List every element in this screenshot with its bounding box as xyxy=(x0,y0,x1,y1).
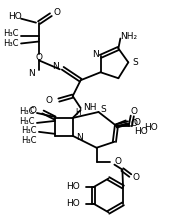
Text: HO: HO xyxy=(66,199,80,208)
Text: O: O xyxy=(30,105,37,115)
Text: O: O xyxy=(46,96,53,105)
Text: N: N xyxy=(28,69,35,78)
Text: O: O xyxy=(133,118,140,127)
Text: O: O xyxy=(35,53,42,62)
Text: HO: HO xyxy=(134,127,148,136)
Text: O: O xyxy=(53,8,60,17)
Text: O: O xyxy=(133,173,140,182)
Text: H₃C: H₃C xyxy=(22,136,37,145)
Text: S: S xyxy=(100,105,106,113)
Text: H₃C: H₃C xyxy=(4,39,19,48)
Text: O: O xyxy=(114,157,121,166)
Text: O: O xyxy=(131,107,138,117)
Text: N: N xyxy=(76,133,82,142)
Text: NH₂: NH₂ xyxy=(120,32,137,41)
Text: NH: NH xyxy=(83,103,96,111)
Text: N: N xyxy=(92,50,99,59)
Text: HO: HO xyxy=(66,182,80,191)
Text: S: S xyxy=(132,58,138,67)
Text: H₃C: H₃C xyxy=(19,107,35,117)
Text: H₃C: H₃C xyxy=(4,29,19,38)
Text: H₃C: H₃C xyxy=(22,126,37,135)
Text: H: H xyxy=(76,109,81,117)
Text: H₃C: H₃C xyxy=(19,117,35,126)
Text: HO: HO xyxy=(8,12,22,21)
Text: HO: HO xyxy=(144,123,158,132)
Text: O: O xyxy=(130,119,137,128)
Text: N: N xyxy=(52,62,59,71)
